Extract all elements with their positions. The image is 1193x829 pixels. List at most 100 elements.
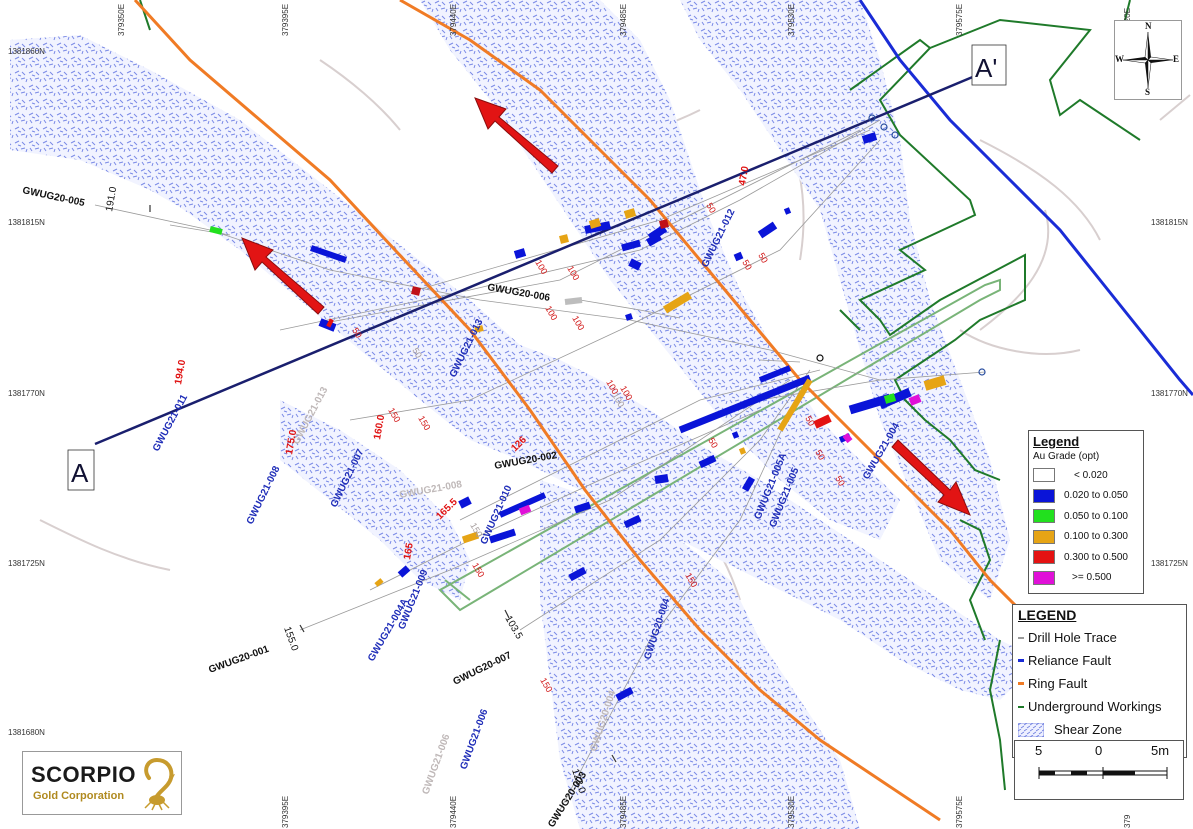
northing-label: 1381815N xyxy=(8,218,45,227)
section-line-a-a-prime xyxy=(94,74,976,446)
grade-swatch xyxy=(1033,550,1055,565)
grade-swatch xyxy=(1033,509,1055,524)
grade-legend: Legend Au Grade (opt) < 0.020 0.020 to 0… xyxy=(1028,430,1144,594)
compass-west: W xyxy=(1115,54,1124,64)
easting-label: 379575E xyxy=(955,796,964,828)
grade-label: >= 0.500 xyxy=(1072,572,1112,584)
logo-subtitle: Gold Corporation xyxy=(33,790,125,802)
company-logo: SCORPIO Gold Corporation xyxy=(22,751,182,815)
hole-end-ticks xyxy=(149,205,617,763)
scorpion-icon xyxy=(144,757,175,811)
tick-label: 50 xyxy=(813,448,827,462)
grade-legend-subtitle: Au Grade (opt) xyxy=(1033,451,1100,462)
easting-label: 379395E xyxy=(281,796,290,828)
northing-label: 1381725N xyxy=(8,559,45,568)
grade-label: 0.050 to 0.100 xyxy=(1064,510,1128,522)
tick-label: 50 xyxy=(833,474,847,488)
easting-label: 379530E xyxy=(787,4,796,36)
drill-hole-label: GWUG20-007 xyxy=(451,650,513,688)
tick-label: 100 xyxy=(543,304,559,322)
tick-label: 150 xyxy=(416,414,432,432)
tick-label: 150 xyxy=(386,406,402,424)
easting-label: 379575E xyxy=(955,4,964,36)
compass-east: E xyxy=(1173,54,1180,64)
drill-hole-label: GWUG20-006 xyxy=(486,282,551,304)
easting-label: 379530E xyxy=(787,796,796,828)
easting-label: 379485E xyxy=(619,796,628,828)
easting-label: 379395E xyxy=(281,4,290,36)
compass-north: N xyxy=(1145,21,1152,31)
ring-fault-symbol xyxy=(1018,682,1024,685)
depth-label: 155.0 xyxy=(281,625,300,653)
drill-hole-label: GWUG20-001 xyxy=(207,644,271,676)
grade-swatch xyxy=(1033,529,1055,544)
easting-label: 379 xyxy=(1123,814,1132,828)
main-legend: LEGEND Drill Hole Trace Reliance Fault R… xyxy=(1012,604,1187,758)
easting-label: 379485E xyxy=(619,4,628,36)
northing-label: 1381725N xyxy=(1151,559,1188,568)
shear-zones xyxy=(10,0,1040,829)
easting-label: 379440E xyxy=(449,796,458,828)
drill-hole-label: GWUG21-006 xyxy=(420,732,452,796)
workings-symbol xyxy=(1018,705,1024,708)
depth-label: 165 xyxy=(402,542,416,561)
easting-label: 379440E xyxy=(449,4,458,36)
depth-label: 47.0 xyxy=(737,165,751,187)
tick-label: 50 xyxy=(704,201,718,215)
collar-markers xyxy=(816,114,986,376)
grade-legend-item: 0.100 to 0.300 xyxy=(1033,527,1139,548)
main-legend-title: LEGEND xyxy=(1018,607,1077,623)
grade-legend-item: >= 0.500 xyxy=(1033,568,1139,589)
grade-label: < 0.020 xyxy=(1074,469,1108,481)
section-start-label: A xyxy=(71,458,89,488)
tick-label: 50 xyxy=(740,258,754,272)
shear-zone-symbol xyxy=(1018,722,1044,737)
scale-left-label: 5 xyxy=(1035,743,1043,758)
main-legend-label: Drill Hole Trace xyxy=(1028,630,1117,645)
assay-intervals xyxy=(209,132,947,702)
grade-legend-item: 0.020 to 0.050 xyxy=(1033,486,1139,507)
main-legend-item: Shear Zone xyxy=(1018,718,1181,741)
main-legend-label: Reliance Fault xyxy=(1028,653,1112,668)
grade-legend-item: 0.050 to 0.100 xyxy=(1033,506,1139,527)
drill-hole-label: GWUG20-005 xyxy=(21,185,86,209)
northing-label: 1381770N xyxy=(8,389,45,398)
compass: N S W E xyxy=(1114,20,1182,100)
main-legend-item: Reliance Fault xyxy=(1018,649,1181,672)
tick-label: 50 xyxy=(410,346,424,360)
compass-rose-icon xyxy=(1122,31,1174,89)
grade-swatch xyxy=(1033,570,1055,585)
grade-swatch xyxy=(1033,468,1055,483)
scale-bar-graphic xyxy=(1038,767,1168,779)
main-legend-item: Underground Workings xyxy=(1018,695,1181,718)
tick-label: 100 xyxy=(570,314,586,332)
tick-label: 50 xyxy=(803,414,817,428)
northing-label: 1381770N xyxy=(1151,389,1188,398)
tick-label: 100 xyxy=(565,264,581,282)
tick-label: 50 xyxy=(706,436,720,450)
grade-label: 0.100 to 0.300 xyxy=(1064,531,1128,543)
easting-label: 379350E xyxy=(117,4,126,36)
drill-hole-label: GWUG21-008 xyxy=(245,464,283,526)
tick-label: 100 xyxy=(533,258,549,276)
grade-label: 0.020 to 0.050 xyxy=(1064,490,1128,502)
depth-label: 103.5 xyxy=(502,614,524,642)
section-end-label: A' xyxy=(975,53,997,83)
grade-swatch xyxy=(1033,488,1055,503)
tick-label: 50 xyxy=(756,251,770,265)
main-legend-item: Ring Fault xyxy=(1018,672,1181,695)
section-box xyxy=(438,278,1001,612)
depth-label: 191.0 xyxy=(104,186,119,213)
grade-label: 0.300 to 0.500 xyxy=(1064,551,1128,563)
tick-label: 150 xyxy=(470,561,486,579)
scale-right-label: 5m xyxy=(1151,743,1170,758)
main-legend-label: Shear Zone xyxy=(1054,722,1122,737)
section-label-box xyxy=(971,44,1007,86)
grade-legend-item: 0.300 to 0.500 xyxy=(1033,547,1139,568)
main-legend-label: Underground Workings xyxy=(1028,699,1162,714)
depth-label: 194.0 xyxy=(173,359,188,386)
ring-fault xyxy=(133,0,1062,822)
depth-label: 160.0 xyxy=(372,414,387,441)
scale-bar: 5 0 5m xyxy=(1014,740,1184,800)
